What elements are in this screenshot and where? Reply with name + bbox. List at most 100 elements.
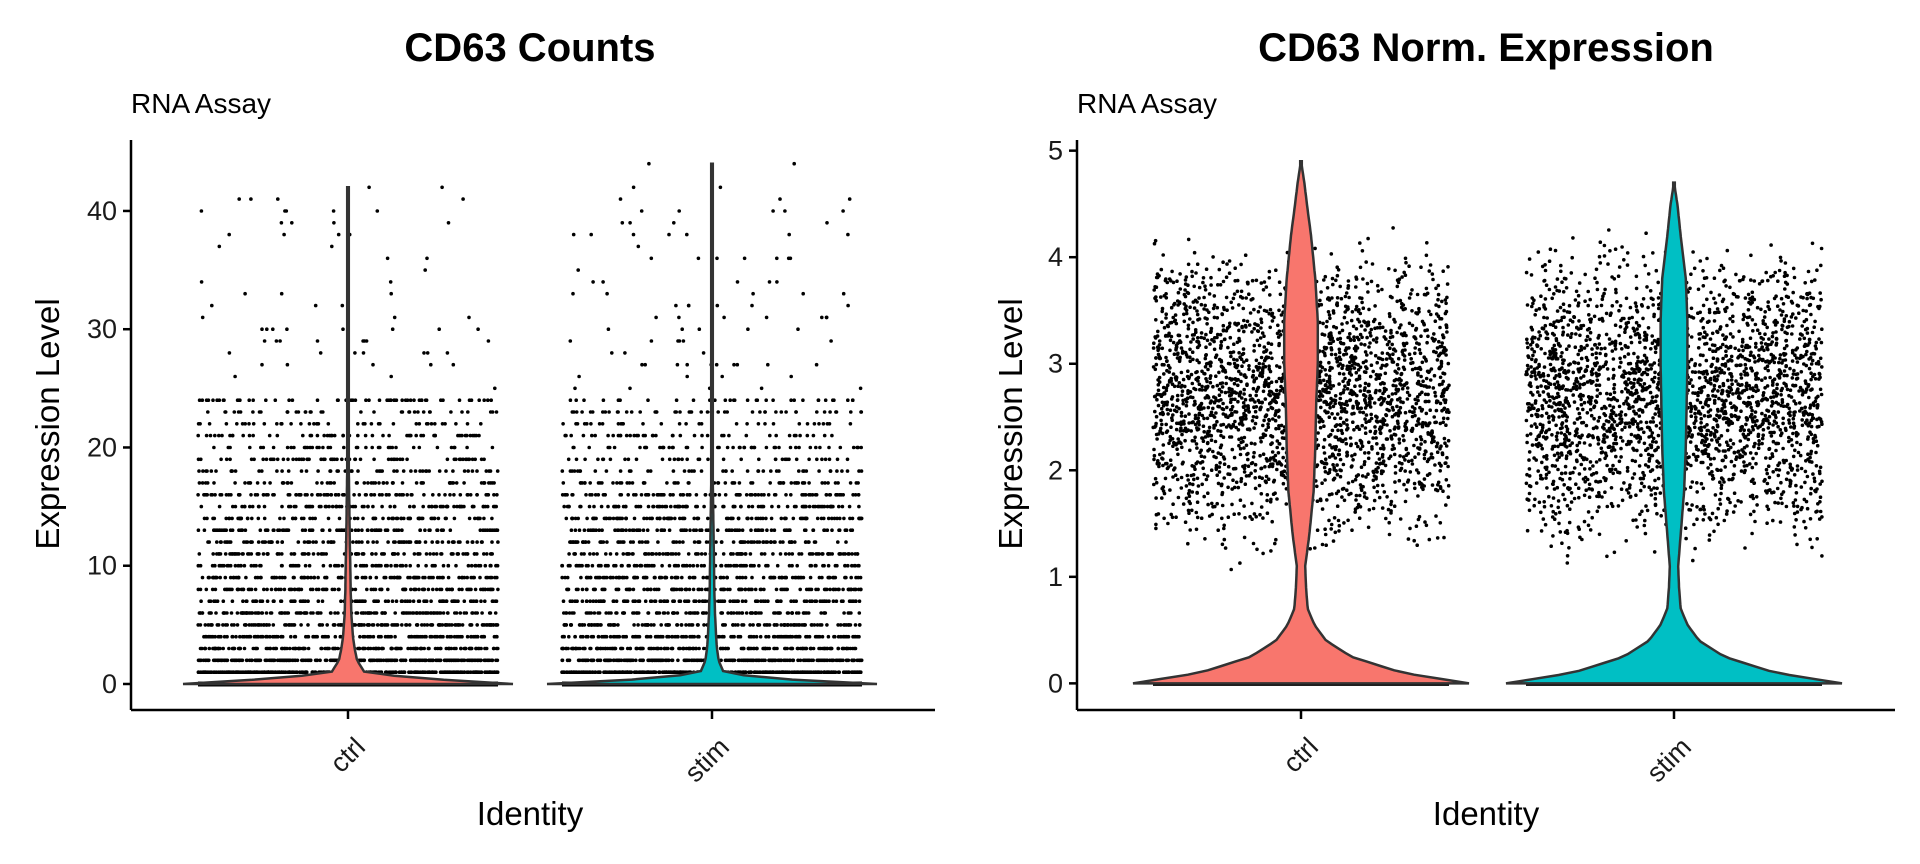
data-point: [811, 646, 816, 651]
data-point: [259, 575, 263, 580]
data-point: [614, 611, 618, 615]
data-point: [810, 552, 815, 556]
data-point: [607, 623, 611, 627]
data-point: [252, 457, 256, 462]
data-point: [618, 469, 623, 473]
data-point: [233, 374, 237, 379]
data-point: [719, 540, 724, 544]
data-point: [261, 623, 266, 627]
data-point: [335, 457, 339, 462]
data-point: [319, 552, 324, 556]
data-point: [314, 634, 319, 639]
data-point: [406, 516, 411, 521]
data-point: [469, 623, 473, 627]
data-point: [696, 457, 701, 462]
data-point: [606, 563, 610, 568]
data-point: [261, 445, 266, 450]
data-point: [489, 623, 494, 627]
data-point: [601, 575, 605, 580]
data-point: [288, 587, 293, 592]
data-point: [681, 540, 685, 544]
chart-subtitle: RNA Assay: [131, 88, 271, 119]
data-point: [751, 623, 755, 627]
data-point: [726, 516, 730, 521]
data-point: [449, 481, 453, 485]
data-point: [699, 528, 704, 532]
data-point: [309, 433, 314, 438]
data-point: [299, 422, 303, 426]
data-point: [351, 398, 355, 403]
data-point: [423, 611, 428, 615]
data-point: [465, 658, 470, 663]
data-point: [371, 540, 376, 544]
data-point: [358, 599, 362, 603]
data-point: [638, 563, 643, 568]
data-point: [853, 634, 858, 639]
data-point: [196, 528, 201, 532]
data-point: [843, 563, 847, 568]
data-point: [670, 433, 675, 438]
data-point: [669, 516, 673, 521]
data-point: [408, 646, 413, 651]
data-point: [307, 563, 312, 568]
data-point: [479, 599, 483, 603]
data-point: [290, 658, 295, 663]
data-point: [315, 398, 320, 403]
data-point: [203, 646, 208, 651]
data-point: [388, 658, 393, 663]
data-point: [570, 599, 575, 603]
data-point: [391, 422, 396, 426]
data-point: [406, 540, 411, 544]
data-point: [291, 457, 295, 462]
data-point: [857, 611, 862, 615]
data-point: [334, 504, 339, 509]
data-point: [443, 670, 448, 674]
data-point: [849, 575, 853, 580]
data-point: [352, 516, 357, 521]
data-point: [588, 670, 592, 674]
data-point: [849, 611, 853, 615]
data-point: [725, 575, 729, 580]
data-point: [390, 516, 394, 521]
data-point: [814, 445, 818, 450]
data-point: [445, 504, 449, 509]
data-point: [857, 504, 861, 509]
data-point: [422, 623, 427, 627]
data-point: [233, 563, 238, 568]
data-point: [649, 339, 654, 343]
data-point: [785, 634, 790, 639]
data-point: [780, 575, 784, 580]
data-point: [275, 469, 279, 473]
data-point: [647, 658, 652, 663]
data-point: [372, 410, 376, 414]
data-point: [231, 504, 235, 509]
data-point: [572, 469, 577, 473]
data-point: [480, 540, 484, 544]
data-point: [750, 575, 754, 580]
data-point: [757, 457, 761, 462]
data-point: [234, 670, 239, 674]
data-point: [616, 422, 621, 426]
data-point: [823, 457, 828, 462]
data-point: [210, 634, 214, 639]
data-point: [566, 563, 571, 568]
data-point: [584, 634, 589, 639]
data-point: [427, 528, 431, 532]
data-point: [439, 398, 443, 403]
data-point: [814, 362, 819, 367]
data-point: [279, 291, 284, 296]
data-point: [243, 504, 247, 509]
data-point: [268, 611, 273, 615]
data-point: [210, 303, 214, 308]
data-point: [623, 457, 627, 462]
data-point: [340, 575, 344, 580]
data-point: [399, 563, 403, 568]
data-point: [306, 623, 310, 627]
data-point: [636, 244, 641, 249]
data-point: [408, 504, 412, 509]
data-point: [383, 575, 388, 580]
data-point: [706, 457, 710, 462]
data-point: [460, 623, 465, 627]
data-point: [323, 457, 327, 462]
data-point: [258, 528, 263, 532]
